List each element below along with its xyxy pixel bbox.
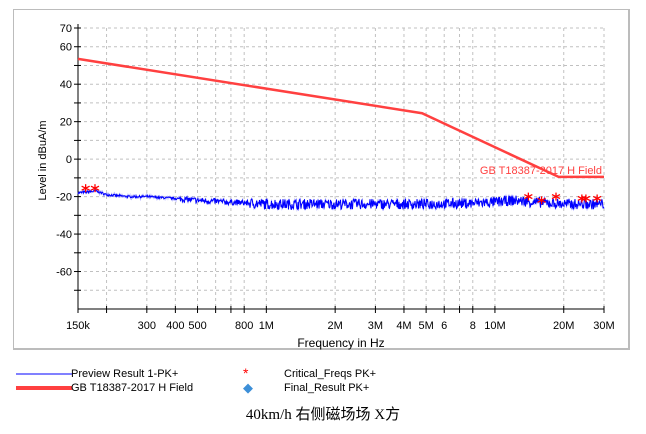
x-tick-label: 400 bbox=[166, 320, 184, 332]
critical-freq-marker bbox=[537, 196, 546, 205]
y-tick-label: -60 bbox=[56, 267, 72, 279]
legend-lines bbox=[16, 373, 72, 390]
x-tick-label: 3M bbox=[368, 320, 383, 332]
x-tick-label: 4M bbox=[396, 320, 411, 332]
y-tick-label: 60 bbox=[60, 42, 72, 54]
x-tick-label: 800 bbox=[235, 320, 253, 332]
legend-preview-label: Preview Result 1-PK+ bbox=[71, 368, 179, 380]
y-tick-label: 0 bbox=[66, 154, 72, 166]
diamond-icon: ◆ bbox=[243, 380, 253, 395]
x-tick-label: 8 bbox=[470, 320, 476, 332]
preview-trace bbox=[77, 189, 605, 211]
y-tick-label: 40 bbox=[60, 79, 72, 91]
legend-limit-label: GB T18387-2017 H Field bbox=[71, 382, 194, 394]
x-axis-label: Frequency in Hz bbox=[297, 336, 384, 350]
y-tick-label: -40 bbox=[56, 229, 72, 241]
critical-freq-marker bbox=[90, 184, 100, 193]
x-tick-label: 300 bbox=[138, 320, 156, 332]
legend-final-label: Final_Result PK+ bbox=[284, 382, 370, 394]
critical-freq-marker bbox=[581, 194, 591, 203]
asterisk-icon: * bbox=[243, 365, 249, 381]
x-tick-label: 2M bbox=[328, 320, 343, 332]
critical-freq-marker bbox=[551, 192, 561, 201]
y-axis-label: Level in dBuA/m bbox=[37, 120, 49, 200]
x-tick-label: 150k bbox=[66, 320, 90, 332]
x-tick-label: 20M bbox=[553, 320, 574, 332]
critical-freq-marker bbox=[592, 194, 602, 203]
x-tick-label: 30M bbox=[593, 320, 614, 332]
critical-freq-marker bbox=[524, 192, 533, 201]
y-tick-label: 20 bbox=[60, 117, 72, 129]
limit-line bbox=[77, 57, 604, 179]
critical-freq-marker bbox=[81, 184, 90, 193]
chart-title: 40km/h 右侧磁场场 X方 bbox=[245, 407, 401, 423]
y-tick-label: -20 bbox=[56, 192, 72, 204]
x-tick-label: 5M bbox=[418, 320, 433, 332]
legend-critical-label: Critical_Freqs PK+ bbox=[284, 368, 377, 380]
y-tick-label: 70 bbox=[60, 23, 72, 35]
x-tick-label: 1M bbox=[259, 320, 274, 332]
x-tick-label: 10M bbox=[484, 320, 505, 332]
chart-frame bbox=[13, 9, 630, 350]
x-tick-label: 500 bbox=[188, 320, 206, 332]
x-tick-label: 6 bbox=[441, 320, 447, 332]
limit-line-label: GB T18387-2017 H Field bbox=[480, 165, 602, 177]
